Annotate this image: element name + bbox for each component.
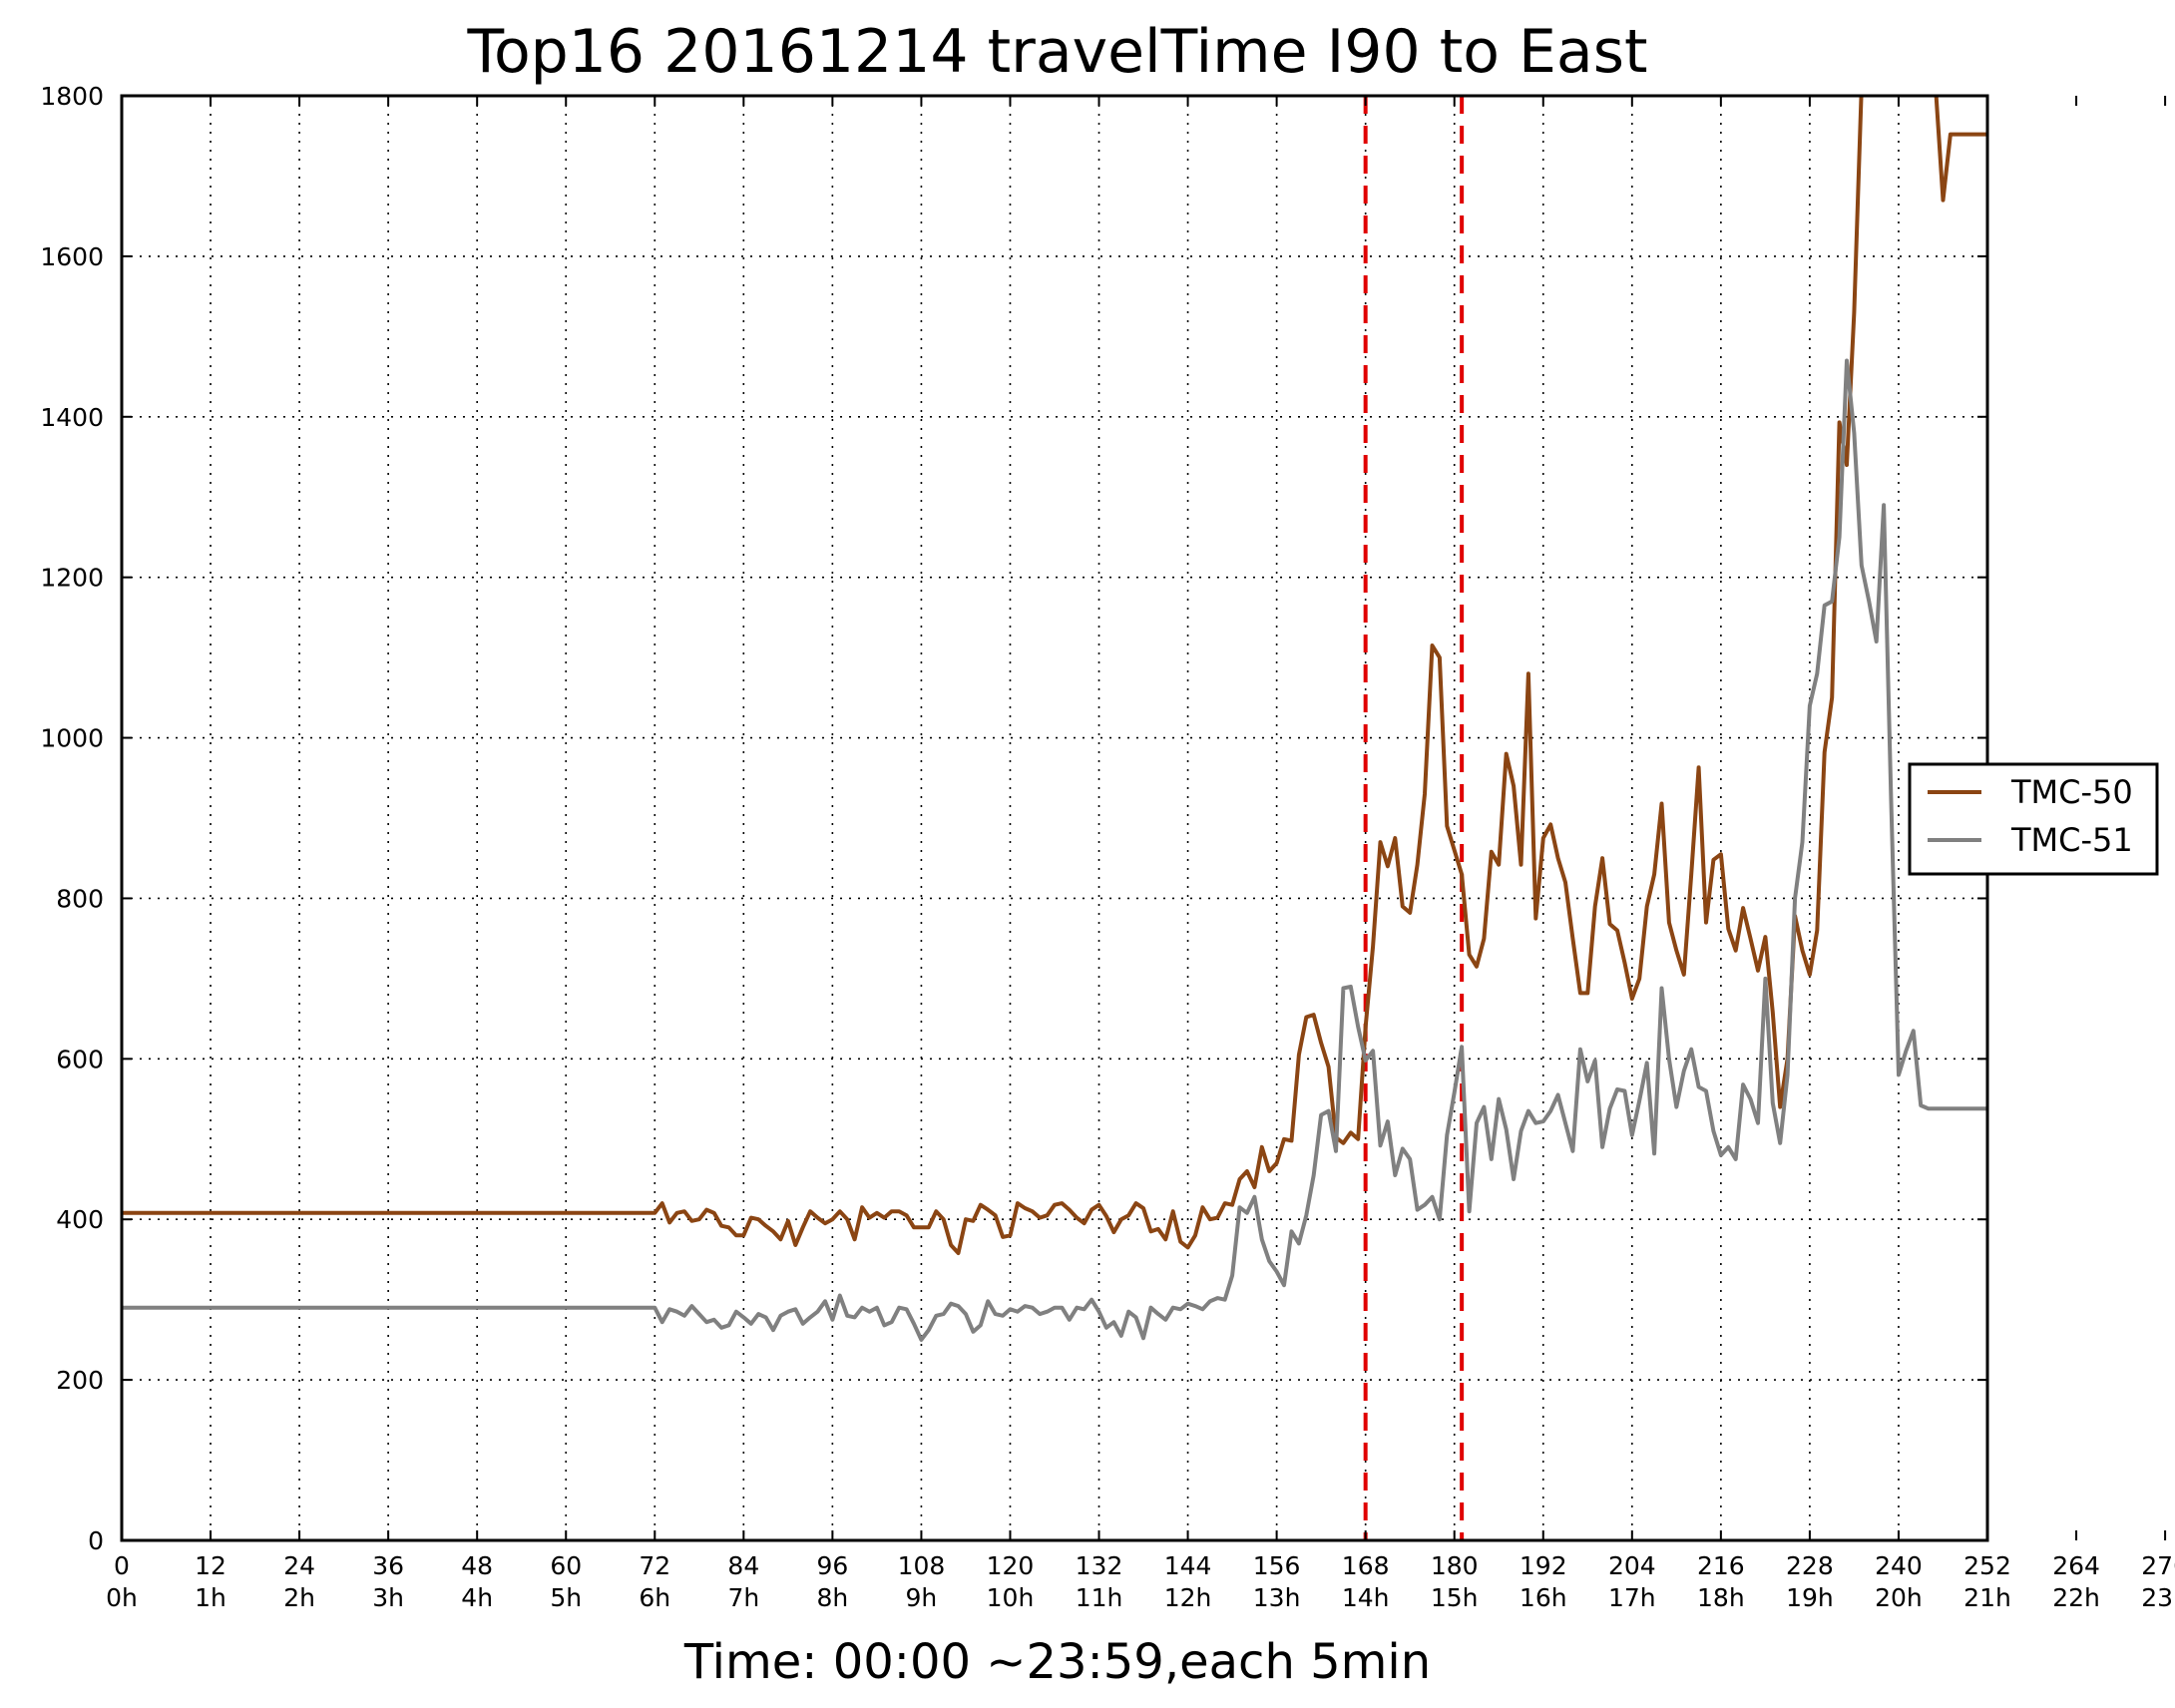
x-tick-label: 0 — [114, 1551, 130, 1580]
x-tick-label: 132 — [1076, 1551, 1123, 1580]
x-tick-sublabel: 11h — [1076, 1583, 1123, 1612]
y-tick-label: 0 — [88, 1526, 104, 1555]
x-tick-sublabel: 4h — [461, 1583, 493, 1612]
x-tick-sublabel: 21h — [1963, 1583, 2011, 1612]
x-tick-label: 60 — [550, 1551, 582, 1580]
x-tick-label: 216 — [1697, 1551, 1745, 1580]
x-tick-sublabel: 9h — [906, 1583, 938, 1612]
x-tick-sublabel: 19h — [1786, 1583, 1834, 1612]
x-tick-sublabel: 20h — [1875, 1583, 1923, 1612]
x-tick-label: 96 — [816, 1551, 848, 1580]
y-tick-label: 1200 — [40, 564, 104, 593]
x-tick-label: 264 — [2052, 1551, 2100, 1580]
y-tick-label: 600 — [56, 1045, 104, 1073]
y-tick-label: 1600 — [40, 242, 104, 271]
grid-lines — [122, 96, 1987, 1540]
x-tick-label: 180 — [1431, 1551, 1479, 1580]
x-tick-sublabel: 1h — [195, 1583, 226, 1612]
marker-lines — [1363, 96, 1465, 1540]
x-tick-sublabel: 2h — [283, 1583, 315, 1612]
x-tick-sublabel: 10h — [987, 1583, 1035, 1612]
y-tick-label: 400 — [56, 1205, 104, 1234]
y-axis-ticks: 0 200 400 600 800 1000 1200 1400 1600 1800 — [40, 82, 1987, 1555]
x-tick-label: 24 — [283, 1551, 315, 1580]
x-tick-sublabel: 7h — [727, 1583, 759, 1612]
x-tick-label: 156 — [1253, 1551, 1301, 1580]
x-tick-label: 144 — [1164, 1551, 1212, 1580]
legend-label: TMC-50 — [2010, 773, 2133, 811]
x-tick-label: 72 — [639, 1551, 670, 1580]
x-tick-sublabel: 12h — [1164, 1583, 1212, 1612]
y-tick-label: 200 — [56, 1366, 104, 1395]
x-tick-sublabel: 3h — [372, 1583, 404, 1612]
x-tick-sublabel: 15h — [1431, 1583, 1479, 1612]
x-tick-sublabel: 22h — [2052, 1583, 2100, 1612]
x-tick-sublabel: 0h — [106, 1583, 138, 1612]
x-tick-sublabel: 8h — [816, 1583, 848, 1612]
x-tick-sublabel: 6h — [639, 1583, 670, 1612]
x-tick-label: 276 — [2141, 1551, 2175, 1580]
x-tick-sublabel: 18h — [1697, 1583, 1745, 1612]
x-tick-sublabel: 13h — [1253, 1583, 1301, 1612]
series-lines — [122, 96, 1987, 1342]
x-tick-label: 120 — [987, 1551, 1035, 1580]
series-line-tmc-50 — [122, 96, 1987, 1255]
x-tick-label: 84 — [727, 1551, 759, 1580]
x-axis-label: Time: 00:00 ~23:59,each 5min — [683, 1634, 1431, 1690]
x-tick-label: 12 — [195, 1551, 226, 1580]
x-tick-label: 192 — [1520, 1551, 1567, 1580]
series-line-tmc-51 — [122, 358, 1987, 1342]
x-tick-sublabel: 17h — [1608, 1583, 1656, 1612]
x-tick-label: 108 — [898, 1551, 946, 1580]
x-tick-label: 168 — [1342, 1551, 1390, 1580]
x-tick-label: 48 — [461, 1551, 493, 1580]
y-tick-label: 800 — [56, 884, 104, 913]
x-tick-label: 252 — [1963, 1551, 2011, 1580]
x-axis-ticks: 0 0h 12 1h 24 2h 36 3h 48 4h 60 5h 72 6h 84 7h 96 8h 108 9h… — [106, 96, 2175, 1612]
x-tick-label: 228 — [1786, 1551, 1834, 1580]
x-tick-label: 36 — [372, 1551, 404, 1580]
x-tick-label: 240 — [1875, 1551, 1923, 1580]
x-tick-sublabel: 14h — [1342, 1583, 1390, 1612]
legend-box — [1908, 762, 2159, 876]
y-tick-label: 1800 — [40, 82, 104, 111]
chart-title: Top16 20161214 travelTime I90 to East — [467, 17, 1648, 87]
y-tick-label: 1400 — [40, 403, 104, 432]
x-tick-sublabel: 5h — [550, 1583, 582, 1612]
y-tick-label: 1000 — [40, 724, 104, 753]
legend-label: TMC-51 — [2010, 821, 2133, 859]
x-tick-sublabel: 16h — [1520, 1583, 1567, 1612]
x-tick-label: 204 — [1608, 1551, 1656, 1580]
legend: TMC-50 TMC-51 — [1908, 762, 2159, 876]
x-tick-sublabel: 23h — [2141, 1583, 2175, 1612]
